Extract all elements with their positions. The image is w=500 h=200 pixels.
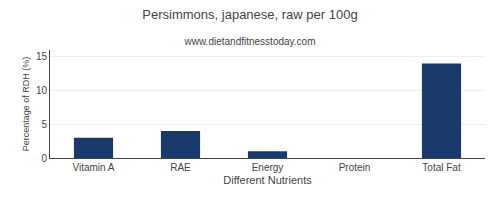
svg-text:Energy: Energy: [252, 162, 284, 173]
svg-text:Percentage of RDH (%): Percentage of RDH (%): [21, 57, 31, 152]
svg-text:Total Fat: Total Fat: [422, 162, 461, 173]
svg-text:Different Nutrients: Different Nutrients: [223, 174, 312, 186]
svg-text:Vitamin A: Vitamin A: [72, 162, 114, 173]
svg-text:Persimmons, japanese, raw per: Persimmons, japanese, raw per 100g: [142, 7, 357, 22]
svg-text:5: 5: [41, 119, 47, 130]
svg-text:RAE: RAE: [170, 162, 191, 173]
svg-text:www.dietandfitnesstoday.com: www.dietandfitnesstoday.com: [184, 36, 316, 47]
svg-text:Protein: Protein: [339, 162, 371, 173]
svg-text:15: 15: [36, 51, 48, 62]
svg-text:0: 0: [41, 153, 47, 164]
svg-text:10: 10: [36, 85, 48, 96]
